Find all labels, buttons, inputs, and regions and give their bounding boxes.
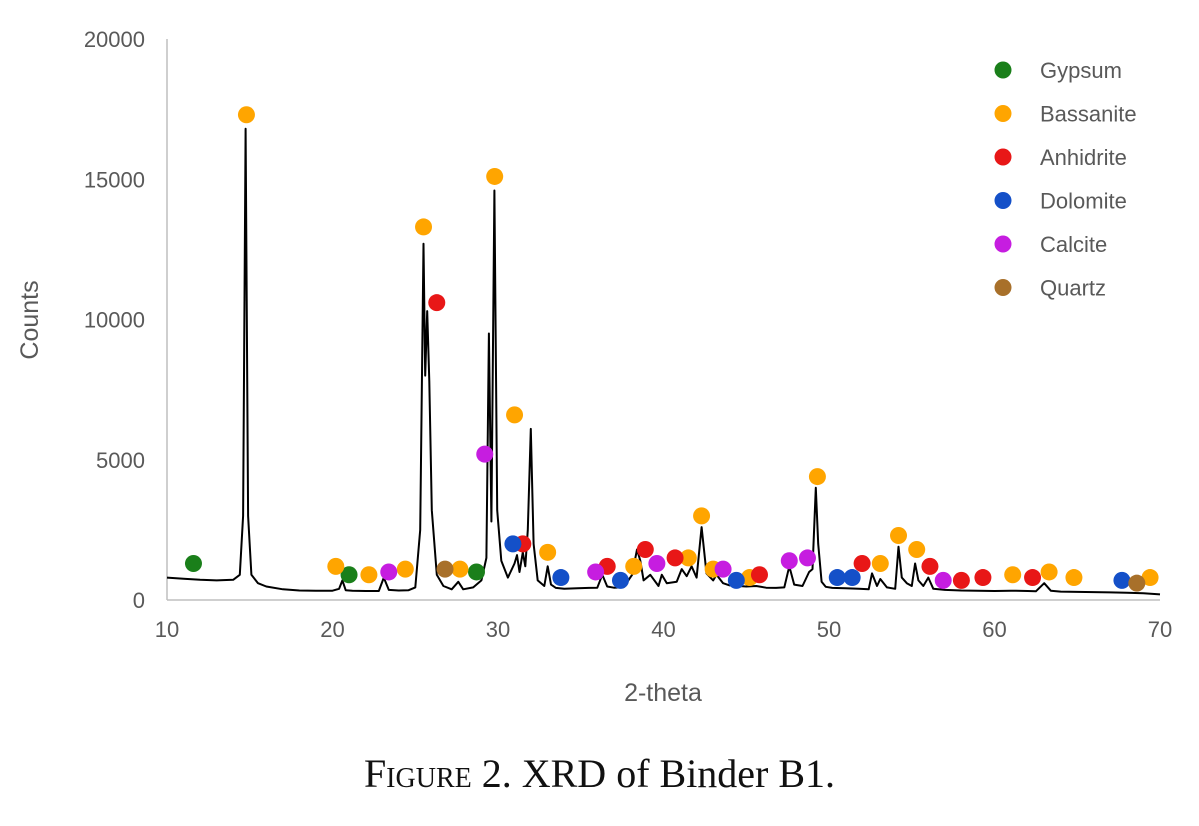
dolomite-marker <box>843 569 861 587</box>
axes <box>166 39 1160 601</box>
quartz-marker <box>1128 574 1146 592</box>
bassanite-marker <box>1065 569 1083 587</box>
calcite-marker <box>380 563 398 581</box>
legend-bassanite-swatch <box>994 105 1012 122</box>
x-tick-label: 10 <box>155 617 179 642</box>
bassanite-marker <box>693 507 711 525</box>
bassanite-marker <box>908 541 926 559</box>
legend: Gypsum Bassanite Anhidrite Dolomite Calcite Q… <box>994 58 1137 301</box>
bassanite-marker <box>327 557 345 575</box>
y-tick-label: 20000 <box>84 27 145 52</box>
gypsum-marker <box>340 566 358 584</box>
x-tick-label: 30 <box>486 617 510 642</box>
y-tick-label: 15000 <box>84 167 145 192</box>
anhidrite-marker <box>921 557 939 575</box>
legend-anhidrite-label: Anhidrite <box>1040 145 1127 170</box>
y-tick-label: 5000 <box>96 448 145 473</box>
legend-gypsum-label: Gypsum <box>1040 58 1122 83</box>
anhidrite-marker <box>666 549 684 567</box>
x-tick-label: 60 <box>982 617 1006 642</box>
calcite-marker <box>648 555 666 573</box>
anhidrite-marker <box>750 566 768 584</box>
bassanite-marker <box>679 549 697 567</box>
legend-quartz-label: Quartz <box>1040 276 1106 301</box>
phase-markers <box>184 106 1159 592</box>
legend-dolomite-swatch <box>994 192 1012 209</box>
calcite-marker <box>934 571 952 589</box>
gypsum-marker <box>467 563 485 581</box>
dolomite-marker <box>504 535 522 553</box>
calcite-marker <box>798 549 816 567</box>
dolomite-marker <box>552 569 570 587</box>
dolomite-marker <box>727 571 745 589</box>
x-tick-label: 70 <box>1148 617 1172 642</box>
bassanite-marker <box>486 167 504 185</box>
calcite-marker <box>780 552 798 570</box>
y-tick-label: 10000 <box>84 308 145 333</box>
x-tick-label: 50 <box>817 617 841 642</box>
bassanite-marker <box>396 560 414 578</box>
anhidrite-marker <box>636 541 654 559</box>
calcite-marker <box>587 563 605 581</box>
tick-labels: 10 20 30 40 50 60 70 0 5000 10000 15000 20000 <box>84 27 1172 642</box>
x-tick-label: 40 <box>651 617 675 642</box>
bassanite-marker <box>625 557 643 575</box>
y-axis-title: Counts <box>16 280 44 359</box>
calcite-marker <box>714 560 732 578</box>
bassanite-marker <box>1004 566 1022 584</box>
bassanite-marker <box>808 468 826 486</box>
calcite-marker <box>476 445 494 463</box>
anhidrite-marker <box>1024 569 1042 587</box>
dolomite-marker <box>828 569 846 587</box>
bassanite-marker <box>360 566 378 584</box>
bassanite-marker <box>1040 563 1058 581</box>
gypsum-marker <box>184 555 202 573</box>
legend-dolomite-label: Dolomite <box>1040 189 1127 214</box>
quartz-marker <box>436 560 454 578</box>
x-axis-title: 2-theta <box>624 679 702 707</box>
anhidrite-marker <box>428 294 446 312</box>
bassanite-marker <box>237 106 255 124</box>
bassanite-marker <box>451 560 469 578</box>
caption-text: 2. XRD of Binder B1. <box>481 751 836 796</box>
x-tick-label: 20 <box>320 617 344 642</box>
anhidrite-marker <box>853 555 871 573</box>
bassanite-marker <box>506 406 524 424</box>
y-tick-label: 0 <box>133 588 145 613</box>
bassanite-marker <box>1141 569 1159 587</box>
caption-label: Figure <box>363 751 472 796</box>
bassanite-marker <box>539 543 557 561</box>
legend-anhidrite-swatch <box>994 148 1012 166</box>
anhidrite-marker <box>952 571 970 589</box>
legend-calcite-swatch <box>994 235 1012 253</box>
legend-calcite-label: Calcite <box>1040 232 1107 257</box>
legend-gypsum-swatch <box>994 61 1012 79</box>
anhidrite-marker <box>974 569 992 587</box>
bassanite-marker <box>871 555 889 573</box>
legend-quartz-swatch <box>994 279 1012 296</box>
bassanite-marker <box>890 526 908 544</box>
xrd-chart: 10 20 30 40 50 60 70 0 5000 10000 15000 20000 Gypsu… <box>16 27 1172 707</box>
legend-bassanite-label: Bassanite <box>1040 102 1137 127</box>
bassanite-marker <box>415 218 433 236</box>
figure-caption: Figure 2. XRD of Binder B1. <box>0 750 1199 797</box>
dolomite-marker <box>611 571 629 589</box>
dolomite-marker <box>1113 571 1131 589</box>
